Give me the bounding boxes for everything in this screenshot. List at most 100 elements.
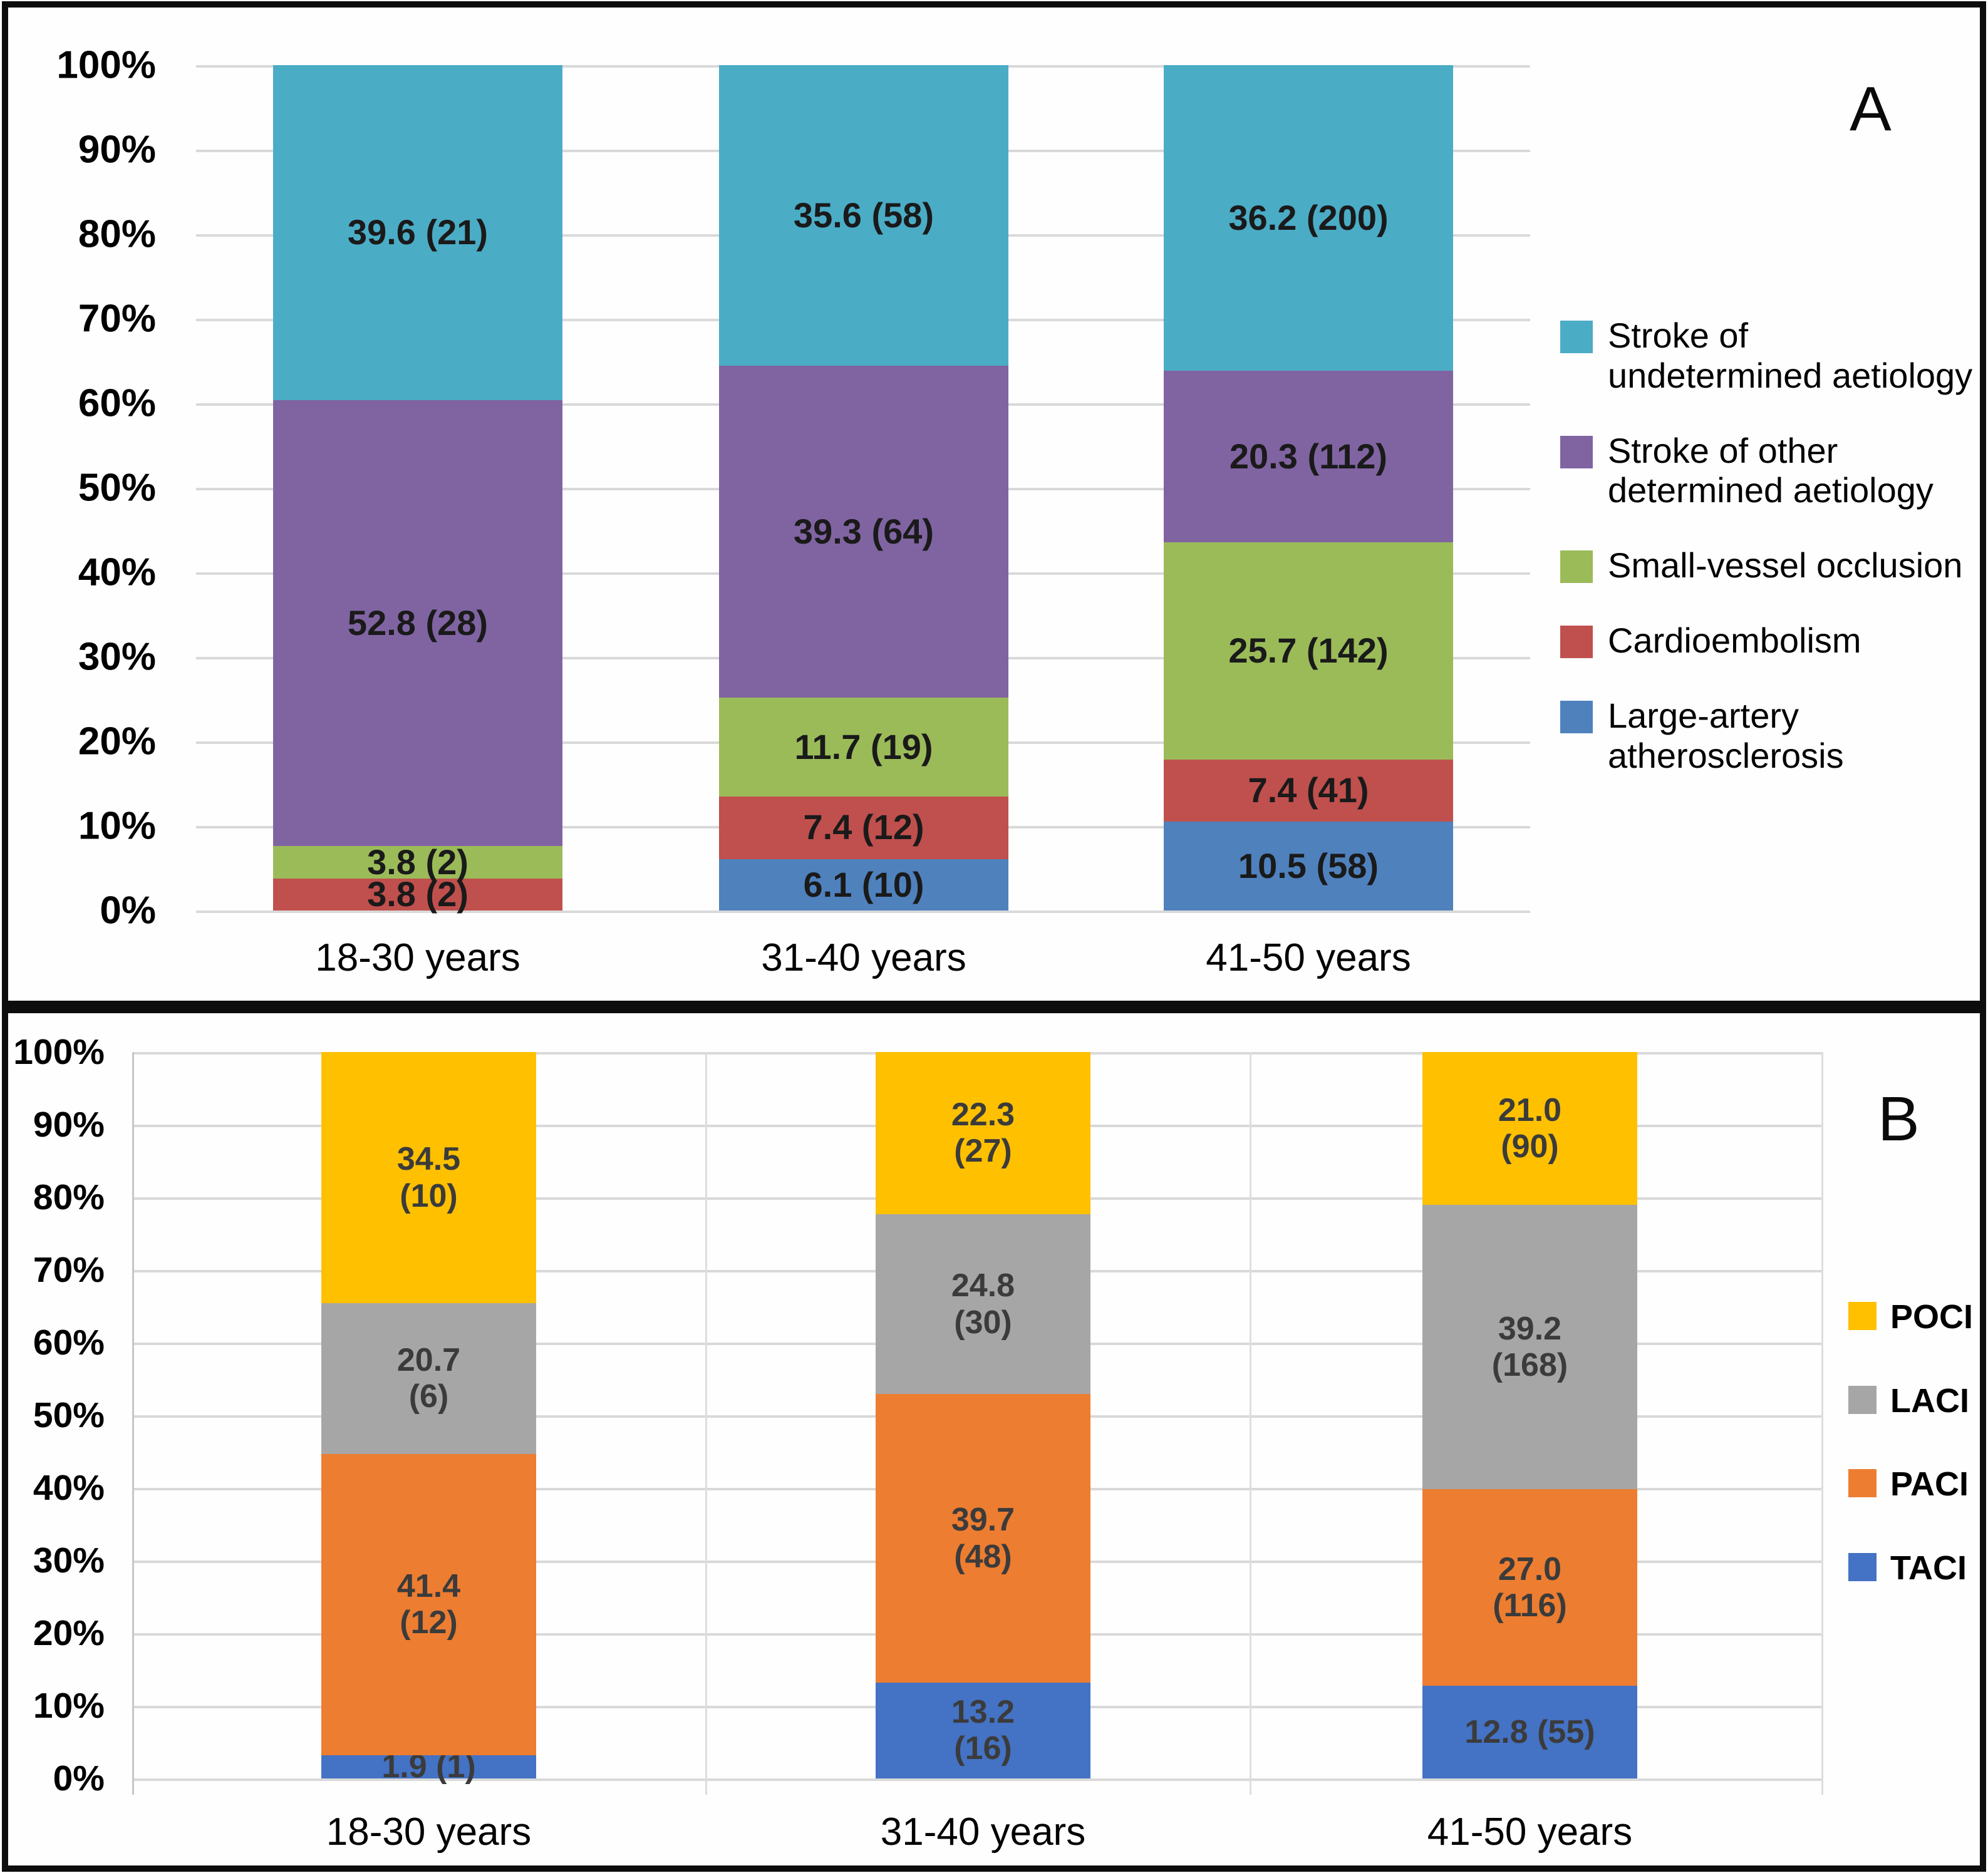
category-label: 18-30 years [326,1810,532,1854]
segment-label: 11.7 (19) [794,726,933,766]
legend-item: Stroke of undetermined aetiology [1560,316,1986,396]
segment-label: 27.0 (116) [1493,1551,1567,1624]
bar-segment-paci: 27.0 (116) [1422,1489,1637,1686]
y-tick-label: 40% [33,1468,105,1508]
bar-18-30-years: 1.9 (1) 41.4 (12) 20.7 (6) 34.5 (10) [321,1052,536,1785]
y-tick-label: 50% [33,1395,105,1435]
legend-item: Small-vessel occlusion [1560,545,1986,586]
y-tick-label: 80% [33,1177,105,1217]
y-tick-label: 30% [78,635,156,679]
legend-swatch-icon [1848,1469,1877,1498]
bar-segment-large-artery-atherosclerosis: 6.1 (10) [719,859,1008,911]
legend-label: PACI [1890,1465,1969,1504]
plot-area-a: 3.8 (2) 3.8 (2) 52.8 (28) 39.6 (21) 6.1 (10)… [196,65,1530,914]
category-separator-line [1821,1052,1823,1795]
legend-item: POCI [1848,1298,1986,1337]
legend-b: POCI LACI PACI TACI [1848,1298,1986,1587]
legend-label: TACI [1890,1549,1967,1587]
bar-segment-small-vessel-occlusion: 25.7 (142) [1164,542,1453,760]
panel-b: 100% 90% 80% 70% 60% 50% 40% 30% 20% 10% 0% 1.9 (1… [2,1007,1986,1872]
bar-segment-cardioembolism: 7.4 (41) [1164,759,1453,822]
legend-label: Stroke of undetermined aetiology [1608,316,1973,395]
category-label: 41-50 years [1427,1810,1633,1854]
segment-label: 20.3 (112) [1229,436,1388,476]
segment-label: 13.2 (16) [951,1694,1015,1767]
legend-item: LACI [1848,1382,1986,1421]
y-tick-label: 10% [33,1686,105,1726]
bar-segment-laci: 39.2 (168) [1422,1204,1637,1490]
y-tick-label: 0% [53,1758,105,1798]
bar-segment-cardioembolism: 7.4 (12) [719,796,1008,859]
bar-segment-taci: 12.8 (55) [1422,1685,1637,1778]
segment-label: 52.8 (28) [347,602,489,642]
category-label: 18-30 years [315,936,520,979]
y-tick-label: 60% [78,381,156,425]
bar-segment-small-vessel-occlusion: 11.7 (19) [719,698,1008,797]
segment-label: 21.0 (90) [1498,1091,1562,1165]
y-axis-line [132,1052,134,1795]
category-label: 41-50 years [1206,936,1411,979]
segment-label: 41.4 (12) [396,1567,461,1641]
legend-label: LACI [1890,1381,1969,1420]
bar-segment-poci: 34.5 (10) [321,1052,536,1304]
bar-segment-laci: 24.8 (30) [876,1214,1090,1395]
x-axis-categories-b: 18-30 years 31-40 years 41-50 years [133,1810,1821,1860]
segment-label: 24.8 (30) [951,1267,1015,1341]
bar-segment-paci: 41.4 (12) [321,1453,536,1755]
segment-label: 39.7 (48) [951,1502,1015,1575]
y-tick-label: 20% [78,720,156,763]
bar-segment-laci: 20.7 (6) [321,1303,536,1454]
legend-swatch-icon [1560,626,1593,659]
x-axis-categories-a: 18-30 years 31-40 years 41-50 years [196,936,1530,986]
bar-segment-poci: 21.0 (90) [1422,1052,1637,1205]
bar-segment-stroke-of-other-determined-aetiology: 20.3 (112) [1164,371,1453,543]
bar-segment-poci: 22.3 (27) [876,1052,1090,1214]
y-tick-label: 100% [13,1032,105,1072]
bar-segment-small-vessel-occlusion: 3.8 (2) [273,842,562,881]
legend-item: PACI [1848,1465,1986,1504]
y-tick-label: 100% [56,43,156,87]
segment-label: 3.8 (2) [367,874,469,914]
category-separator-line [1250,1052,1251,1795]
segment-label: 7.4 (12) [803,807,924,847]
legend-label: Large-artery atherosclerosis [1608,695,1844,775]
segment-label: 34.5 (10) [396,1141,461,1214]
bar-41-50-years: 10.5 (58) 7.4 (41) 25.7 (142) 20.3 (112) 36.… [1164,65,1453,911]
panel-label-b: B [1878,1084,1920,1154]
legend-swatch-icon [1560,321,1593,353]
y-tick-label: 70% [78,297,156,341]
segment-label: 25.7 (142) [1228,630,1389,670]
bar-31-40-years: 13.2 (16) 39.7 (48) 24.8 (30) 22.3 (27) [876,1052,1090,1778]
segment-label: 3.8 (2) [367,842,469,882]
segment-label: 12.8 (55) [1464,1713,1595,1750]
y-tick-label: 80% [78,212,156,256]
segment-label: 39.6 (21) [347,212,489,252]
bar-segment-paci: 39.7 (48) [876,1394,1090,1683]
legend-swatch-icon [1560,435,1593,468]
y-tick-label: 50% [78,466,156,510]
panel-a: 100% 90% 80% 70% 60% 50% 40% 30% 20% 10% 0% 3.8 (2… [2,1,1986,1007]
bar-segment-large-artery-atherosclerosis: 10.5 (58) [1164,822,1453,911]
category-label: 31-40 years [880,1810,1086,1854]
legend-a: Stroke of undetermined aetiology Stroke o… [1560,316,1986,776]
legend-swatch-icon [1848,1552,1877,1581]
y-tick-label: 70% [33,1250,105,1290]
y-axis-a: 100% 90% 80% 70% 60% 50% 40% 30% 20% 10% 0% [8,44,156,932]
bar-31-40-years: 6.1 (10) 7.4 (12) 11.7 (19) 39.3 (64) 35.6 (… [719,65,1008,911]
segment-label: 35.6 (58) [793,195,934,235]
y-tick-label: 10% [78,804,156,848]
y-tick-label: 60% [33,1323,105,1363]
y-tick-label: 40% [78,550,156,594]
bar-segment-stroke-of-undetermined-aetiology: 39.6 (21) [273,65,562,400]
plot-area-b: 1.9 (1) 41.4 (12) 20.7 (6) 34.5 (10) 13.2 (1… [132,1052,1823,1795]
legend-swatch-icon [1848,1302,1877,1330]
bar-18-30-years: 3.8 (2) 3.8 (2) 52.8 (28) 39.6 (21) [273,65,562,914]
bar-segment-taci: 13.2 (16) [876,1682,1090,1778]
segment-label: 36.2 (200) [1228,197,1389,237]
bar-segment-stroke-of-other-determined-aetiology: 39.3 (64) [719,366,1008,698]
y-tick-label: 0% [100,889,156,932]
legend-label: Cardioembolism [1608,621,1861,661]
legend-swatch-icon [1848,1385,1877,1414]
legend-label: Small-vessel occlusion [1608,545,1963,586]
